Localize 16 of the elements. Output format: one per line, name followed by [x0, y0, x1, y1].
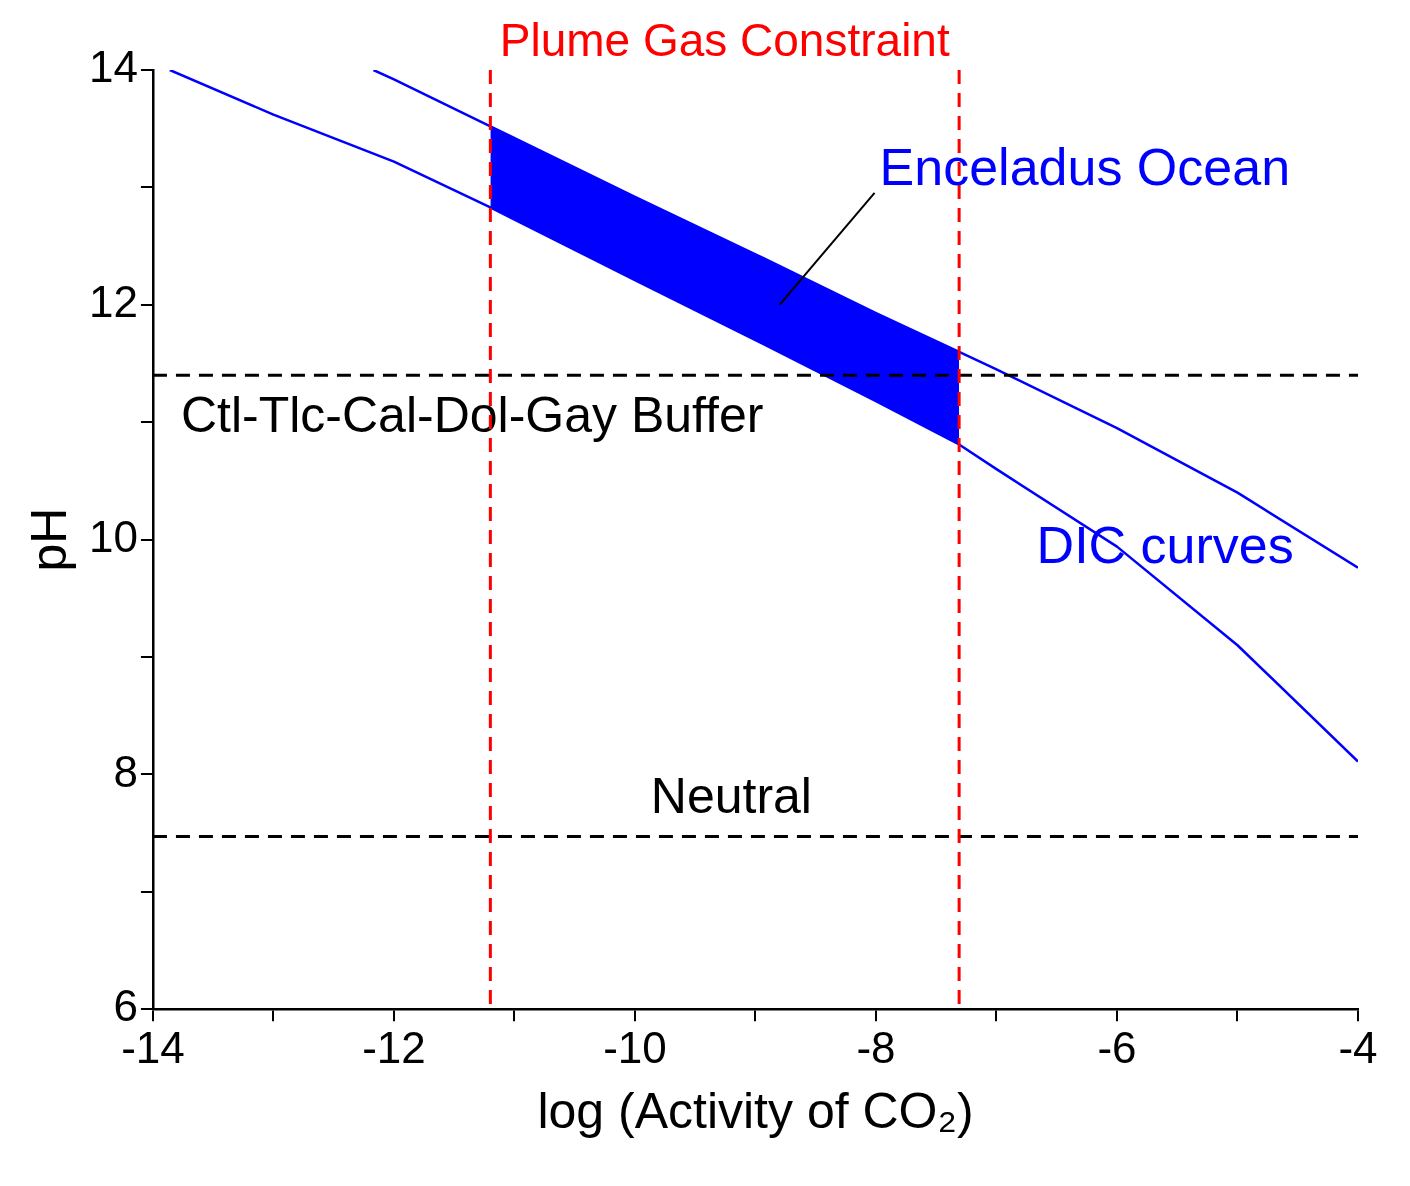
y-tick-label: 8	[113, 746, 138, 796]
text: Plume Gas Constraint	[499, 13, 950, 66]
x-axis-title: log (Activity of CO₂)	[537, 1082, 974, 1139]
x-tick-label: -12	[362, 1022, 426, 1072]
annotation: Enceladus Ocean	[879, 138, 1291, 197]
y-tick-label: 12	[88, 276, 138, 326]
ref-line-label: Ctl-Tlc-Cal-Dol-Gay Buffer	[180, 387, 764, 444]
y-tick-label: 10	[88, 511, 138, 561]
annotation: DIC curves	[1036, 516, 1294, 575]
y-tick-label: 14	[88, 42, 138, 92]
x-tick-label: -4	[1338, 1022, 1378, 1072]
ref-line-label: Neutral	[650, 768, 812, 825]
x-tick-label: -6	[1097, 1022, 1137, 1072]
x-tick-label: -8	[856, 1022, 896, 1072]
y-axis-title: pH	[20, 507, 77, 572]
x-tick-label: -10	[603, 1022, 667, 1072]
